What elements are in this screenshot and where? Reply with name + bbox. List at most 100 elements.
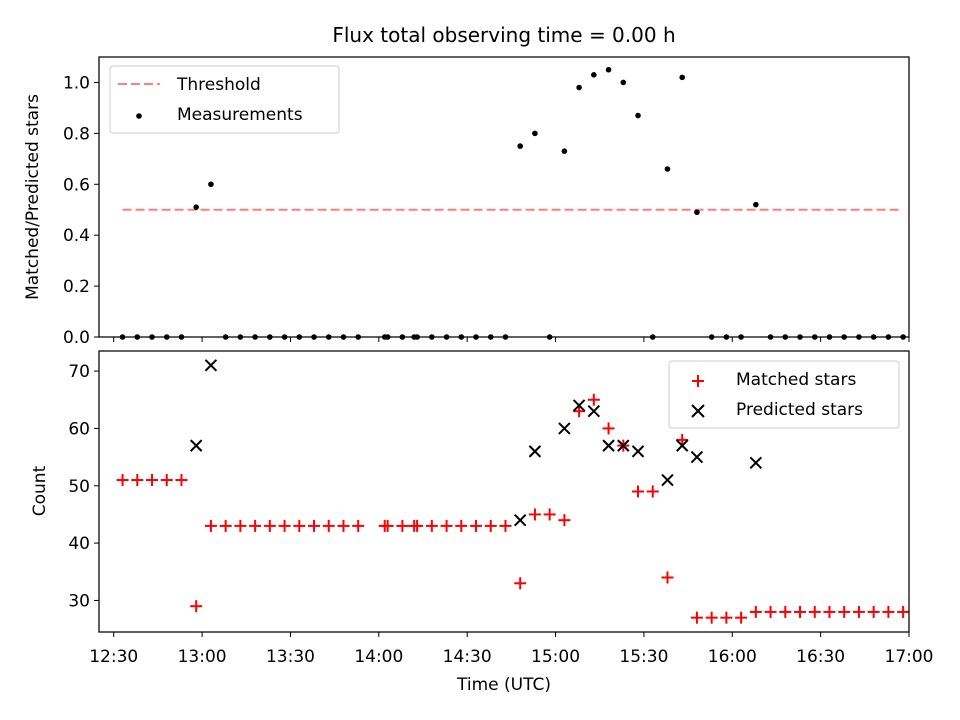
x-tick-label: 13:00 [178,647,227,667]
measurement-point [517,143,523,149]
x-tick-label: 16:00 [708,647,757,667]
matched-star-point [823,605,836,618]
matched-star-point [308,519,321,532]
measurement-point [193,204,199,210]
bottom-chart-panel: 30 40 50 60 70 12:30 13:00 13:30 14:00 14:30 15:00… [30,350,934,695]
predicted-star-point [617,439,630,452]
x-tick-label: 14:00 [354,647,403,667]
measurement-point [620,79,627,86]
measurement-point [679,74,685,81]
matched-star-point [779,605,792,618]
top-chart-title: Flux total observing time = 0.00 h [332,23,675,47]
predicted-star-point [675,439,689,452]
x-tick-label: 13:30 [266,647,315,667]
measurement-point [753,201,759,208]
predicted-star-point [661,473,674,487]
matched-star-point [735,611,748,624]
matched-star-point [897,605,910,618]
matched-star-point [322,519,335,532]
measurement-point [576,84,582,91]
matched-star-point [249,519,262,532]
matched-star-point [882,605,895,618]
measurement-point [208,181,214,188]
matched-star-point [632,485,645,498]
matched-star-point [278,519,291,532]
legend-threshold-label: Threshold [176,75,261,95]
matched-star-point [160,474,173,487]
matched-star-point [690,611,703,624]
matched-star-point [661,571,674,584]
x-tick-label: 15:30 [619,647,668,667]
top-legend: Threshold Measurements [109,65,340,134]
matched-star-point [514,577,527,590]
top-chart-panel: 0.0 0.2 0.4 0.6 0.8 1.0 Matched/Predicted sta… [23,56,910,348]
matched-star-point [131,474,144,487]
bottom-y-tick-label: 30 [68,591,90,611]
matched-star-point [705,611,718,624]
predicted-star-point [513,513,527,527]
matched-star-point [484,519,497,532]
matched-star-point [808,605,821,618]
predicted-star-point [572,399,586,412]
matched-star-point [543,508,556,521]
matched-star-point [146,474,159,487]
matched-star-point [764,605,777,618]
top-y-tick-label: 0.6 [63,175,90,195]
top-plot-area [119,66,906,340]
matched-star-point [455,519,468,532]
matched-star-point [263,519,276,532]
top-y-axis-label: Matched/Predicted stars [23,94,43,300]
matched-star-point [646,485,659,498]
x-tick-label: 17:00 [885,647,934,667]
matched-star-point [293,519,306,532]
bottom-y-tick-label: 50 [68,477,90,497]
matched-star-point [587,393,600,406]
matched-star-point [676,433,689,446]
bottom-y-tick-label: 70 [68,362,90,382]
matched-star-point [440,519,453,532]
legend-matched-label: Matched stars [736,370,856,390]
top-y-tick-label: 0.2 [63,277,90,297]
matched-star-point [852,605,865,618]
predicted-star-point [558,422,571,435]
matched-star-point [352,519,365,532]
legend-measurements-label: Measurements [177,105,303,125]
x-tick-label: 16:30 [796,647,845,667]
matched-star-point [794,605,807,618]
legend-predicted-swatch [691,404,705,418]
matched-star-point [558,514,571,527]
x-axis-label: Time (UTC) [456,675,551,695]
bottom-y-tick-label: 40 [68,534,90,554]
top-y-tick-label: 1.0 [63,73,90,93]
bottom-y-axis-label: Count [30,465,50,516]
matched-star-point [602,422,615,435]
top-y-tick-label: 0.8 [63,124,90,144]
matched-star-point [175,474,188,487]
matched-star-point [411,519,424,532]
matched-star-point [234,519,247,532]
top-axes-frame [98,56,910,338]
predicted-star-point [602,439,615,452]
x-tick-label: 15:00 [531,647,580,667]
matched-star-point [749,605,762,618]
predicted-star-point [690,450,704,464]
measurement-point [694,209,700,216]
measurement-point [591,72,597,78]
bottom-legend: Matched stars Predicted stars [668,360,900,429]
predicted-star-point [528,445,542,458]
legend-matched-swatch [692,375,704,387]
matched-star-point [219,519,232,532]
bottom-legend-box [668,360,900,429]
predicted-star-point [749,456,763,470]
matched-star-point [425,519,438,532]
matched-star-point [838,605,851,618]
top-y-tick-label: 0.0 [63,328,90,348]
matched-star-point [116,474,129,487]
measurement-point [605,66,612,73]
matched-star-point [470,519,483,532]
matched-star-point [396,519,409,532]
matched-star-point [573,405,586,418]
predicted-star-point [189,439,203,452]
matched-star-point [720,611,733,624]
